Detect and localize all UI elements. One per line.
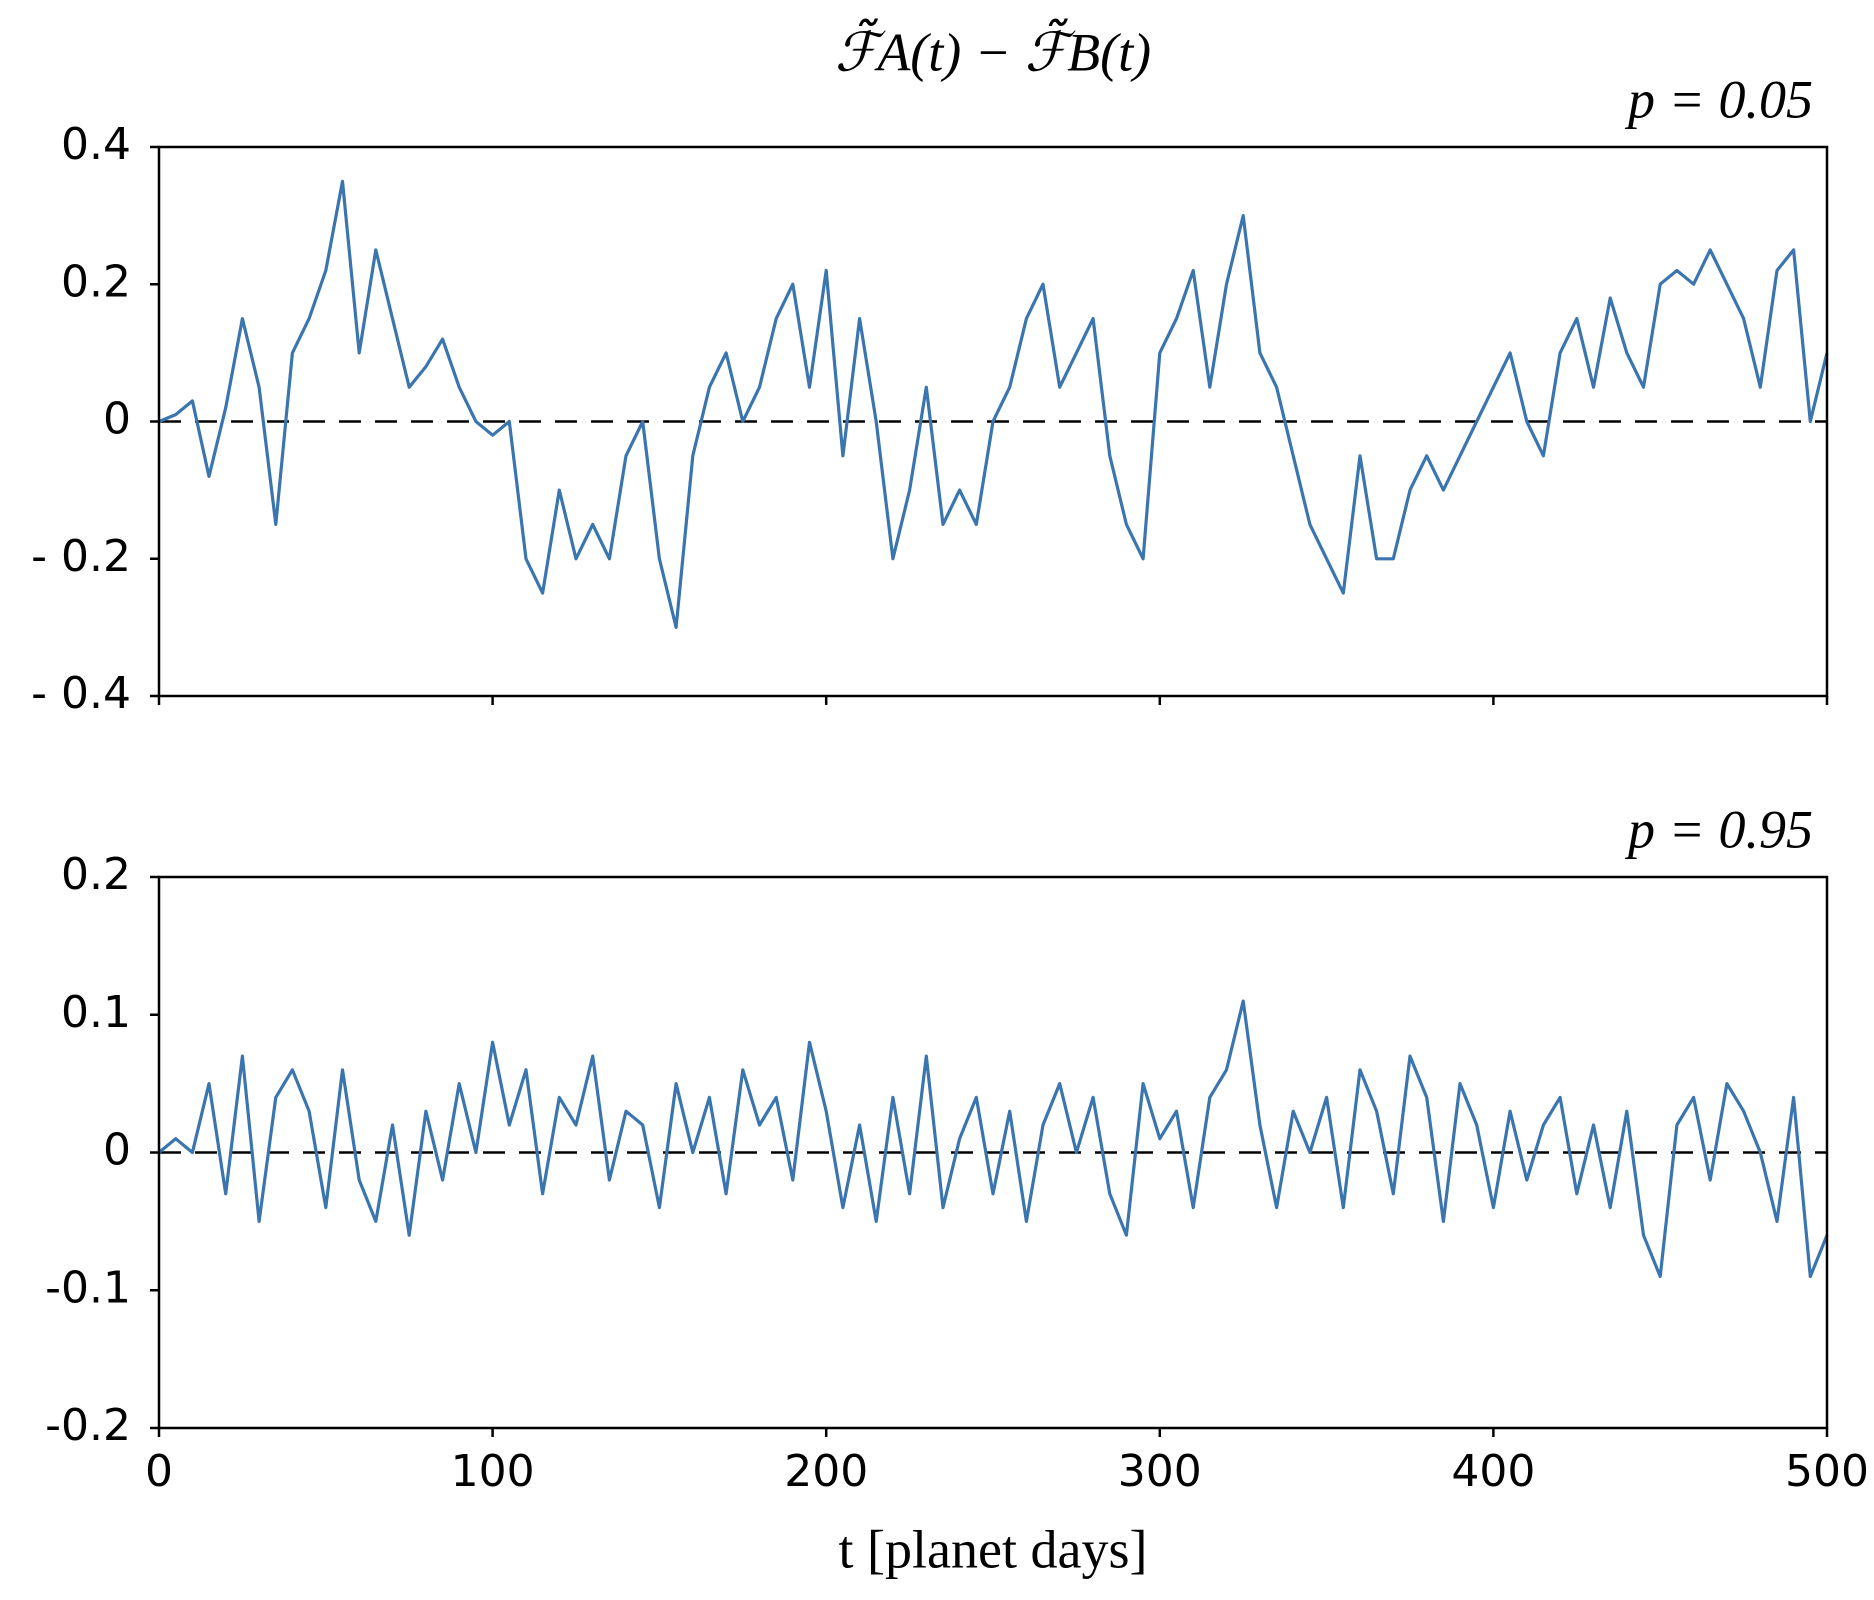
x-tick-label: 200 (784, 1446, 868, 1497)
y-tick-label: 0 (103, 394, 131, 445)
y-tick-label: - 0.4 (31, 668, 131, 719)
y-tick-label: - 0.2 (31, 531, 131, 582)
figure-title: ℱ̃A(t) − ℱ̃B(t) (835, 19, 1151, 83)
y-tick-label: 0 (103, 1125, 131, 1176)
y-tick-label: 0.4 (61, 119, 131, 170)
x-tick-label: 300 (1118, 1446, 1202, 1497)
y-tick-label: -0.2 (45, 1400, 131, 1451)
y-tick-label: -0.1 (45, 1262, 131, 1313)
data-line (157, 999, 1829, 1279)
panel-annotation: p = 0.95 (1624, 799, 1813, 859)
x-tick-label: 400 (1451, 1446, 1535, 1497)
y-tick-label: 0.2 (61, 849, 131, 900)
x-tick-label: 100 (451, 1446, 535, 1497)
data-line (158, 179, 1829, 629)
y-tick-label: 0.2 (61, 256, 131, 307)
x-tick-label: 0 (145, 1446, 173, 1497)
x-tick-label: 500 (1785, 1446, 1869, 1497)
panel-annotation: p = 0.05 (1624, 69, 1813, 129)
x-axis-label: t [planet days] (839, 1519, 1148, 1579)
y-tick-label: 0.1 (61, 987, 131, 1038)
